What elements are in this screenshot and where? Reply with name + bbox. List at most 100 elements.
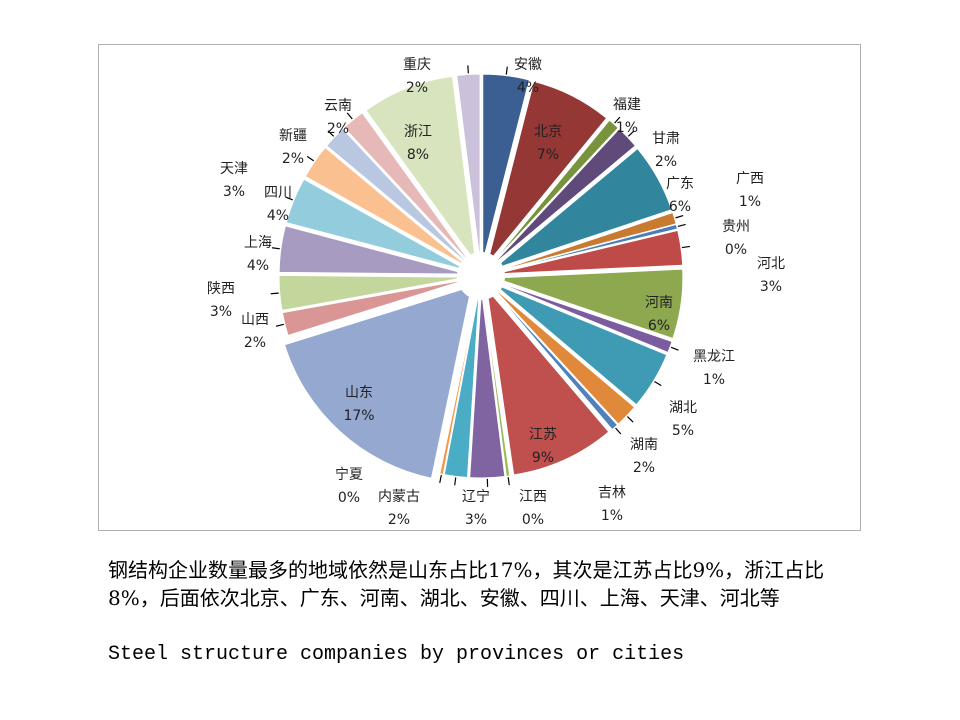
slice-name-24: 新疆 <box>279 128 307 144</box>
slice-label-1: 7% <box>537 147 559 163</box>
pie-slice-24 <box>325 128 472 267</box>
leader-line-3 <box>627 130 635 137</box>
caption-english: Steel structure companies by provinces o… <box>108 643 685 666</box>
pie-slice-12 <box>489 286 619 431</box>
leader-line-22 <box>285 196 294 201</box>
pie-slice-16 <box>443 289 480 479</box>
slice-label-23: 3% <box>223 184 245 200</box>
center-gap <box>457 252 505 300</box>
pie-slice-9 <box>493 280 673 354</box>
pie-slice-18 <box>283 285 473 479</box>
leader-line-6 <box>677 223 686 228</box>
leader-line-23 <box>306 155 315 162</box>
pie-slice-3 <box>490 128 637 267</box>
pie-chart: 安徽 4% 北京 7% 福建 1% 甘肃 2% 广东 6% 广西 1% 贵州 0% 河北 3% 河南 6% 黑龙江 1… <box>98 44 861 531</box>
slice-name-20: 陕西 <box>207 281 235 297</box>
pie-slice-2 <box>489 119 619 266</box>
slice-label-2: 1% <box>616 120 638 136</box>
pie-slice-22 <box>285 178 469 272</box>
caption-chinese: 钢结构企业数量最多的地域依然是山东占比17%，其次是江苏占比9%，浙江占比8%，… <box>108 558 825 610</box>
leader-line-11 <box>627 416 634 423</box>
leader-line-2 <box>614 116 621 124</box>
slice-name-2: 福建 <box>613 97 641 113</box>
pie-slice-8 <box>494 268 684 340</box>
slice-name-13: 江苏 <box>529 427 557 443</box>
slice-label-21: 4% <box>247 258 269 274</box>
leader-line-24 <box>327 130 335 137</box>
slice-name-4: 广东 <box>666 176 694 192</box>
pie-slice-13 <box>486 287 610 476</box>
leader-line-16 <box>454 477 457 486</box>
slice-label-12: 1% <box>601 508 623 524</box>
pie-svg: 安徽 4% 北京 7% 福建 1% 甘肃 2% 广东 6% 广西 1% 贵州 0% 河北 3% 河南 6% 黑龙江 1… <box>207 57 785 528</box>
slice-label-19: 2% <box>244 335 266 351</box>
pie-slice-1 <box>486 80 608 264</box>
slice-name-15: 辽宁 <box>462 488 490 505</box>
slice-label-24: 2% <box>282 151 304 167</box>
slice-name-17: 宁夏 <box>335 466 363 483</box>
slice-name-12: 吉林 <box>598 485 626 501</box>
pie-slice-14 <box>482 289 511 477</box>
slice-label-20: 3% <box>210 304 232 320</box>
pie-slice-11 <box>490 285 636 425</box>
slice-name-1: 北京 <box>534 124 562 140</box>
pie-slice-4 <box>492 147 673 270</box>
slice-label-0: 4% <box>517 80 539 96</box>
slice-label-9: 1% <box>703 372 725 388</box>
pie-slice-15 <box>469 289 506 479</box>
pie-slice-7 <box>494 229 684 275</box>
slice-label-10: 5% <box>672 423 694 439</box>
slice-label-18: 17% <box>343 408 374 424</box>
slice-name-9: 黑龙江 <box>693 349 735 365</box>
slice-name-10: 湖北 <box>669 400 697 416</box>
slice-label-6: 0% <box>725 242 747 258</box>
pie-slice-21 <box>278 225 468 275</box>
pie-slice-20 <box>278 274 468 312</box>
pie-slice-17 <box>439 289 479 476</box>
slice-name-14: 江西 <box>519 489 547 505</box>
pie-slice-10 <box>492 282 668 406</box>
slice-name-5: 广西 <box>736 171 764 187</box>
slice-name-18: 山东 <box>345 385 373 401</box>
leader-line-20 <box>270 292 279 295</box>
slice-name-16: 内蒙古 <box>378 489 420 505</box>
pie-slice-0 <box>482 73 530 263</box>
slice-label-26: 8% <box>407 147 429 163</box>
pie-slice-25 <box>343 111 473 266</box>
slice-label-13: 9% <box>532 450 554 466</box>
leader-line-10 <box>654 380 662 387</box>
leader-line-25 <box>346 112 353 120</box>
slice-name-8: 河南 <box>645 295 673 311</box>
pie-slice-27 <box>456 73 481 263</box>
slice-label-27: 2% <box>406 80 428 96</box>
slice-label-22: 4% <box>267 208 289 224</box>
pie-slice-23 <box>304 146 470 269</box>
leader-line-14 <box>507 477 510 486</box>
slice-label-17: 0% <box>338 490 360 506</box>
slice-name-23: 天津 <box>220 161 248 177</box>
slice-label-4: 6% <box>669 199 691 215</box>
slice-name-27: 重庆 <box>403 57 431 73</box>
slice-name-6: 贵州 <box>722 219 750 235</box>
leader-line-5 <box>675 215 684 219</box>
slice-name-26: 浙江 <box>404 124 432 140</box>
slice-label-25: 2% <box>327 121 349 137</box>
leader-line-9 <box>670 346 679 351</box>
leader-line-7 <box>681 245 691 249</box>
pie-slice-6 <box>494 223 679 274</box>
slice-name-25: 云南 <box>324 98 352 114</box>
leader-line-0 <box>505 66 508 75</box>
slice-label-16: 2% <box>388 512 410 528</box>
leader-line-12 <box>615 427 622 435</box>
slice-name-21: 上海 <box>244 235 272 251</box>
slice-label-15: 3% <box>465 512 487 528</box>
pie-slice-26 <box>365 75 477 264</box>
leader-line-17 <box>439 474 442 484</box>
pie-slice-5 <box>494 211 677 273</box>
leader-line-21 <box>271 247 280 250</box>
pie-slice-19 <box>281 278 468 337</box>
slice-label-7: 3% <box>760 279 782 295</box>
slice-name-7: 河北 <box>757 256 785 272</box>
slice-label-11: 2% <box>633 460 655 476</box>
slice-label-14: 0% <box>522 512 544 528</box>
